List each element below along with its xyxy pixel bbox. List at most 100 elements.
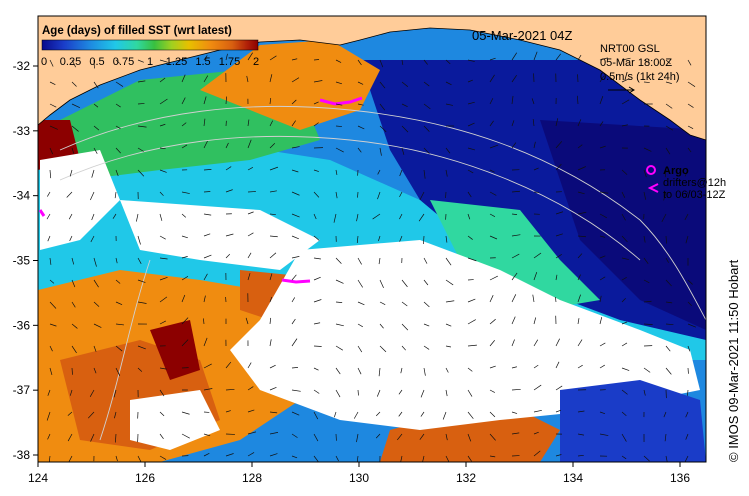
current-vector: [445, 59, 451, 65]
current-vector: [225, 253, 231, 259]
current-vector: [269, 339, 272, 347]
current-vector: [159, 455, 167, 460]
current-vector: [621, 342, 628, 347]
current-vector: [291, 338, 298, 347]
current-vector: [664, 433, 667, 442]
current-vector: [687, 103, 694, 108]
current-vector: [511, 432, 520, 435]
longitude-tick-label: 126: [135, 471, 155, 485]
current-vector: [511, 272, 518, 281]
longitude-tick-label: 128: [242, 471, 262, 485]
current-vector: [93, 323, 102, 328]
current-vector: [489, 455, 496, 458]
current-vector: [423, 345, 430, 350]
current-vector: [181, 213, 187, 218]
colorbar-tick-label: 2: [253, 56, 259, 68]
current-vector: [291, 318, 296, 325]
current-vector: [489, 191, 497, 196]
current-vector: [93, 345, 97, 352]
current-vector: [555, 274, 558, 281]
current-vector: [445, 257, 452, 266]
current-vector: [357, 147, 362, 153]
current-vector: [533, 271, 538, 281]
current-info-line3: 0.5m/s (1kt 24h): [600, 71, 679, 83]
current-vector: [467, 455, 472, 462]
current-vector: [159, 411, 165, 417]
current-vector: [356, 213, 359, 222]
current-vector: [225, 233, 234, 237]
current-vector: [621, 99, 630, 105]
current-vector: [621, 235, 628, 243]
current-vector: [577, 253, 583, 259]
current-vector: [467, 344, 477, 347]
current-vector: [665, 301, 673, 304]
latitude-tick-label: -32: [13, 59, 31, 73]
current-vector: [47, 235, 51, 242]
current-vector: [225, 166, 232, 171]
current-vector: [685, 235, 689, 244]
current-vector: [181, 57, 187, 61]
current-vector: [687, 323, 697, 328]
current-vector: [291, 120, 296, 127]
current-vector: [489, 120, 494, 127]
current-vector: [247, 232, 254, 237]
current-vector: [291, 256, 300, 259]
current-vector: [113, 389, 117, 398]
current-vector: [511, 339, 515, 347]
current-vector: [115, 455, 118, 462]
current-vector: [467, 411, 474, 419]
current-vector: [643, 147, 652, 152]
current-vector: [401, 345, 406, 351]
current-vector: [71, 125, 79, 132]
current-vector: [423, 367, 426, 376]
current-vector: [159, 147, 166, 150]
current-vector: [49, 147, 54, 155]
current-vector: [401, 103, 408, 108]
current-vector: [115, 367, 121, 376]
current-vector: [555, 233, 563, 237]
current-vector: [379, 279, 384, 289]
current-vector: [423, 147, 430, 155]
current-vector: [533, 317, 537, 325]
current-vector: [621, 411, 627, 417]
current-vector: [418, 213, 425, 222]
current-vector: [643, 279, 650, 284]
current-vector: [687, 279, 693, 285]
current-vector: [203, 55, 208, 61]
current-vector: [419, 191, 425, 201]
current-vector: [643, 455, 650, 462]
no-data-south-west: [130, 390, 220, 450]
current-vector: [467, 319, 476, 325]
current-vector: [665, 235, 667, 244]
current-vector: [664, 169, 667, 178]
current-vector: [577, 364, 583, 369]
longitude-tick-label: 136: [670, 471, 690, 485]
current-vector: [313, 299, 322, 303]
current-vector: [181, 144, 188, 149]
current-vector: [399, 213, 403, 220]
current-vector: [401, 147, 405, 155]
current-vector: [532, 294, 535, 303]
current-vector: [357, 257, 362, 265]
current-vector: [247, 452, 255, 457]
current-vector: [401, 323, 409, 331]
current-vector: [71, 323, 78, 329]
current-vector: [511, 120, 515, 127]
current-vector: [203, 337, 208, 347]
current-vector: [533, 339, 539, 347]
current-vector: [621, 169, 628, 175]
current-vector: [663, 191, 667, 201]
current-vector: [93, 301, 100, 307]
current-vector: [93, 103, 99, 108]
current-vector: [423, 81, 430, 87]
current-vector: [112, 213, 117, 219]
current-vector: [93, 367, 97, 374]
current-vector: [599, 145, 606, 149]
current-vector: [181, 122, 187, 127]
current-vector: [687, 389, 689, 396]
current-vector: [66, 191, 73, 198]
current-vector: [203, 388, 213, 391]
current-vector: [379, 147, 382, 156]
current-vector: [269, 432, 279, 435]
current-vector: [247, 409, 255, 413]
